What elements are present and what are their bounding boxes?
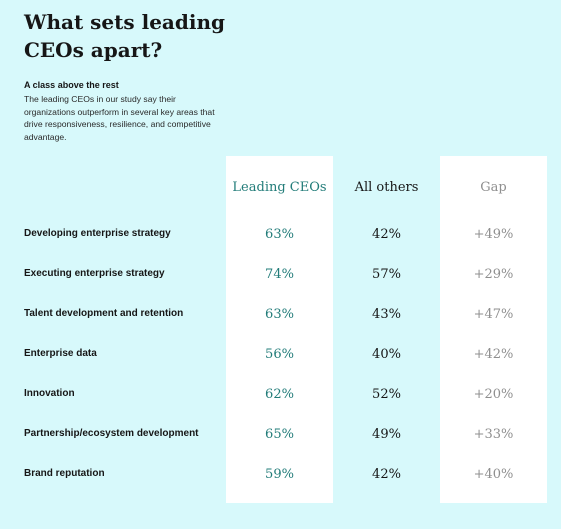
column-header-leading-ceos: Leading CEOs <box>232 180 327 195</box>
row-label: Talent development and retention <box>24 308 184 319</box>
gap-value: +33% <box>473 427 514 442</box>
all-others-value: 52% <box>372 387 401 402</box>
row-label: Brand reputation <box>24 468 105 479</box>
all-others-value: 57% <box>372 267 401 282</box>
all-others-value: 42% <box>372 467 401 482</box>
leading-ceos-value: 56% <box>265 347 294 362</box>
row-label: Enterprise data <box>24 348 97 359</box>
row-label: Executing enterprise strategy <box>24 268 165 279</box>
all-others-value: 40% <box>372 347 401 362</box>
page-title: What sets leading CEOs apart? <box>24 10 225 62</box>
all-others-value: 42% <box>372 227 401 242</box>
row-label: Developing enterprise strategy <box>24 228 171 239</box>
gap-value: +40% <box>473 467 514 482</box>
gap-column-background <box>440 156 547 503</box>
gap-value: +42% <box>473 347 514 362</box>
gap-value: +20% <box>473 387 514 402</box>
row-label: Partnership/ecosystem development <box>24 428 199 439</box>
all-others-value: 49% <box>372 427 401 442</box>
column-header-all-others: All others <box>354 180 419 195</box>
leading-ceos-value: 62% <box>265 387 294 402</box>
gap-value: +49% <box>473 227 514 242</box>
leading-ceos-value: 59% <box>265 467 294 482</box>
column-header-gap: Gap <box>480 180 507 195</box>
leading-ceos-column-background <box>226 156 333 503</box>
gap-value: +47% <box>473 307 514 322</box>
leading-ceos-value: 74% <box>265 267 294 282</box>
all-others-value: 43% <box>372 307 401 322</box>
row-label: Innovation <box>24 388 75 399</box>
leading-ceos-value: 63% <box>265 307 294 322</box>
gap-value: +29% <box>473 267 514 282</box>
leading-ceos-value: 65% <box>265 427 294 442</box>
description: The leading CEOs in our study say their … <box>24 94 215 142</box>
leading-ceos-value: 63% <box>265 227 294 242</box>
subheading: A class above the rest <box>24 80 119 90</box>
